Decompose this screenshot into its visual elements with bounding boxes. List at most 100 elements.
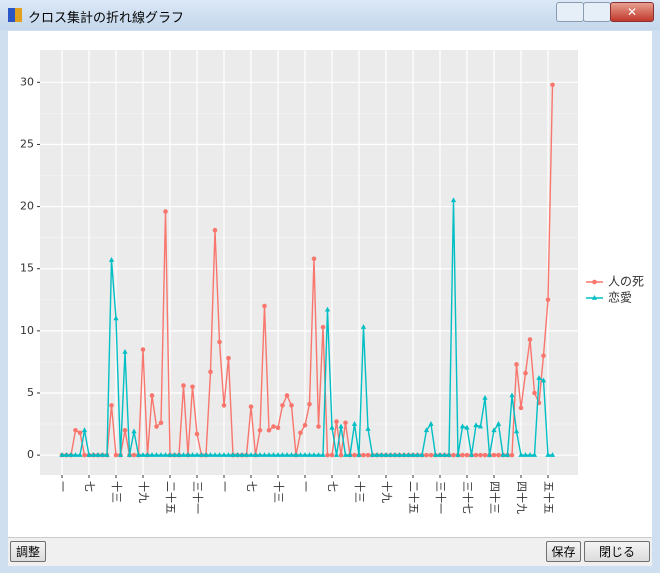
point xyxy=(351,421,358,426)
point xyxy=(424,452,429,458)
adjust-button[interactable]: 調整 xyxy=(10,541,46,562)
point xyxy=(361,452,366,458)
point xyxy=(113,315,119,321)
point xyxy=(154,424,159,429)
point xyxy=(59,452,65,457)
point xyxy=(144,452,151,457)
point xyxy=(189,452,196,457)
point xyxy=(545,452,551,457)
point xyxy=(428,421,434,426)
point xyxy=(329,452,335,458)
point xyxy=(190,384,195,390)
point xyxy=(591,295,598,300)
x-tick-label: 一 xyxy=(218,481,231,492)
point xyxy=(329,424,335,430)
x-tick-label: 十九 xyxy=(137,481,151,503)
point xyxy=(311,256,317,262)
point xyxy=(284,393,290,398)
point xyxy=(315,452,322,457)
point xyxy=(117,452,124,457)
point xyxy=(518,452,524,457)
point xyxy=(194,431,200,437)
point xyxy=(252,452,259,457)
point xyxy=(540,377,547,383)
point xyxy=(153,452,160,457)
point xyxy=(81,427,88,433)
point xyxy=(316,424,321,429)
point xyxy=(226,355,231,361)
point xyxy=(284,452,290,457)
point xyxy=(437,452,443,457)
legend-label: 人の死 xyxy=(608,275,644,289)
x-tick-label: 五十五 xyxy=(542,481,556,514)
bottom-bar xyxy=(8,537,652,566)
point xyxy=(239,452,245,457)
point xyxy=(545,297,551,303)
point xyxy=(514,362,519,367)
x-tick-label: 十三 xyxy=(272,481,286,503)
point xyxy=(149,393,155,398)
point xyxy=(356,452,362,457)
point xyxy=(302,422,308,428)
x-tick-label: 七 xyxy=(245,481,258,492)
point xyxy=(266,452,272,457)
point xyxy=(289,403,294,408)
point xyxy=(320,452,326,457)
point xyxy=(496,452,501,458)
point xyxy=(221,403,227,408)
point xyxy=(82,452,87,458)
point xyxy=(225,452,232,457)
x-tick-label: 十三 xyxy=(353,481,367,503)
point xyxy=(324,306,331,312)
x-tick-label: 七 xyxy=(83,481,96,492)
point xyxy=(549,452,556,457)
point xyxy=(122,427,128,433)
point xyxy=(194,452,200,457)
point xyxy=(108,257,115,262)
point xyxy=(392,452,398,457)
app-icon xyxy=(8,8,22,22)
point xyxy=(325,452,330,458)
point xyxy=(468,452,475,457)
point xyxy=(270,452,277,457)
point xyxy=(522,452,529,457)
point xyxy=(217,339,222,345)
point xyxy=(185,452,191,457)
point xyxy=(90,452,97,457)
point xyxy=(482,452,488,458)
point xyxy=(163,209,168,214)
chart: 051015202530一七十三 十九 二十五 三十一一七十三一七十三 十九 二十五 三十一… xyxy=(8,31,652,537)
point xyxy=(234,452,241,457)
point xyxy=(86,452,92,457)
point xyxy=(131,428,137,434)
point xyxy=(158,452,164,457)
point xyxy=(450,197,457,203)
point xyxy=(72,452,79,457)
close-window-button[interactable]: ✕ xyxy=(610,2,654,22)
close-button[interactable]: 閉じる xyxy=(584,541,650,562)
point xyxy=(307,401,312,407)
point xyxy=(473,452,479,458)
point xyxy=(262,303,267,309)
point xyxy=(171,452,178,457)
save-button[interactable]: 保存 xyxy=(546,541,581,562)
minimize-button[interactable] xyxy=(556,2,584,22)
point xyxy=(428,452,434,458)
point xyxy=(176,452,182,457)
point xyxy=(396,452,403,457)
point xyxy=(288,452,295,457)
x-tick-label: 二十五 xyxy=(407,481,421,514)
point xyxy=(77,452,83,457)
y-tick-label: 15 xyxy=(20,262,34,275)
point xyxy=(275,452,281,457)
x-tick-label: 一 xyxy=(299,481,312,492)
point xyxy=(333,452,340,457)
point xyxy=(342,452,349,457)
y-tick-label: 5 xyxy=(27,386,34,399)
x-tick-label: 四十九 xyxy=(515,481,529,514)
point xyxy=(271,424,276,429)
maximize-button[interactable] xyxy=(583,2,611,22)
point xyxy=(257,452,263,457)
point xyxy=(550,82,555,88)
